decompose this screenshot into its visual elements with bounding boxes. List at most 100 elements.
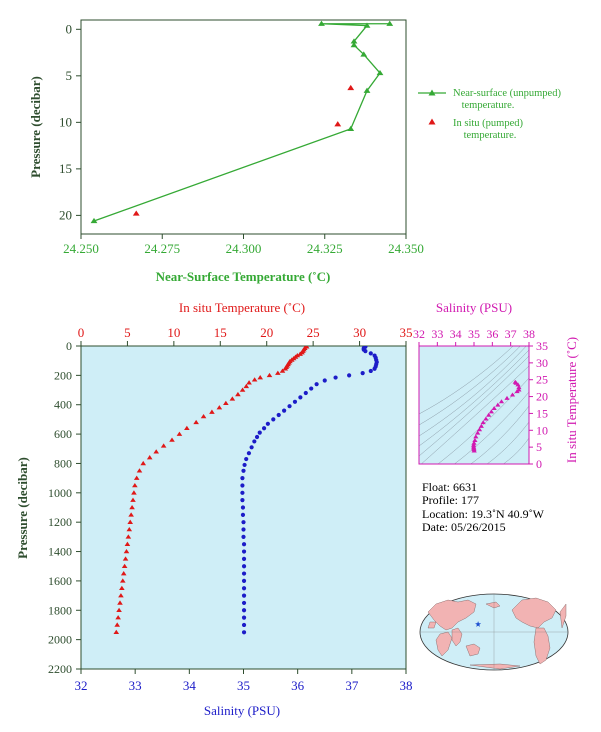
salinity-point xyxy=(303,390,308,396)
temperature-point xyxy=(146,455,153,460)
temperature-point xyxy=(122,556,129,561)
temperature-point xyxy=(229,396,236,401)
salinity-point xyxy=(249,445,254,450)
salinity-point xyxy=(244,456,249,462)
ts-point xyxy=(486,412,492,417)
date: Date: 05/26/2015 xyxy=(422,520,506,534)
ts-point xyxy=(472,438,478,443)
salinity-tick-label: 34 xyxy=(183,678,197,693)
salinity-point xyxy=(276,412,281,418)
ts-x-tick-label: 35 xyxy=(468,327,480,341)
near-surface-point xyxy=(363,87,371,93)
x-tick-label: 24.275 xyxy=(144,241,180,256)
pressure-tick-label: 1400 xyxy=(48,545,72,559)
pressure-axis-label: Pressure (decibar) xyxy=(15,457,30,559)
temperature-point xyxy=(133,475,140,480)
pressure-tick-label: 1000 xyxy=(48,486,72,500)
near-surface-plot-frame xyxy=(80,19,407,235)
salinity-tick-label: 37 xyxy=(345,678,359,693)
temperature-point xyxy=(216,405,223,410)
near-surface-point xyxy=(318,20,325,26)
near-surface-point xyxy=(376,69,384,76)
salinity-point xyxy=(271,417,276,422)
salinity-axis-label: Salinity (PSU) xyxy=(204,703,280,718)
salinity-axis-ticks: 32 33 34 35 36 37 38 xyxy=(75,669,413,693)
profile-chart: 0 5 10 15 20 25 30 35 32 33 34 35 36 37 38 0 200 400 600… xyxy=(15,300,413,718)
salinity-point xyxy=(257,430,262,435)
salinity-point xyxy=(282,408,287,413)
in-situ-point xyxy=(347,84,355,91)
salinity-point xyxy=(241,578,247,584)
salinity-point xyxy=(333,375,338,380)
y-tick-label: 20 xyxy=(59,207,72,222)
y-tick-label: 10 xyxy=(59,114,72,129)
salinity-point xyxy=(241,564,247,569)
temperature-point xyxy=(266,372,273,378)
temperature-point xyxy=(275,370,281,375)
salinity-point xyxy=(241,468,246,473)
ts-point xyxy=(471,448,477,453)
profile-series xyxy=(113,346,379,635)
temperature-point xyxy=(235,391,241,397)
temperature-point xyxy=(115,615,121,620)
ts-diagram: 32 33 34 35 36 37 38 0 5 10 15 20 25 30 35 Salinity (… xyxy=(413,300,579,471)
salinity-point xyxy=(240,505,246,510)
salinity-point xyxy=(314,382,319,387)
temperature-point xyxy=(282,366,289,371)
salinity-point xyxy=(254,434,260,440)
temperature-point xyxy=(209,409,215,414)
ts-y-tick-label: 15 xyxy=(536,406,548,420)
temperature-point xyxy=(121,563,128,568)
x-tick-label: 24.300 xyxy=(226,241,262,256)
ts-point xyxy=(504,395,510,400)
temperature-point xyxy=(140,460,147,466)
ts-y-tick-label: 20 xyxy=(536,390,548,404)
temperature-tick-label: 30 xyxy=(353,325,366,340)
temperature-point xyxy=(257,375,264,380)
near-surface-y-label: Pressure (decibar) xyxy=(28,76,43,178)
salinity-point xyxy=(287,404,292,409)
near-surface-line xyxy=(93,23,390,222)
salinity-tick-label: 33 xyxy=(129,678,142,693)
temperature-point xyxy=(153,449,160,454)
ts-x-tick-label: 37 xyxy=(505,327,517,341)
in-situ-point xyxy=(334,121,342,127)
salinity-point xyxy=(241,600,247,606)
ts-y-label: In situ Temperature (˚C) xyxy=(564,337,579,463)
salinity-point xyxy=(241,630,247,635)
temperature-point xyxy=(123,549,130,554)
ts-y-tick-label: 35 xyxy=(536,339,548,353)
ts-point xyxy=(476,427,483,432)
salinity-point xyxy=(368,351,373,356)
salinity-point xyxy=(240,498,245,503)
salinity-point xyxy=(241,556,247,561)
ts-point xyxy=(480,420,486,425)
legend-in-situ-marker xyxy=(428,118,436,125)
ts-point xyxy=(478,423,484,428)
near-surface-point xyxy=(360,51,368,57)
temperature-axis-ticks: 0 5 10 15 20 25 30 35 xyxy=(78,325,413,346)
salinity-point xyxy=(292,399,298,404)
temperature-point xyxy=(243,383,250,389)
temperature-tick-label: 5 xyxy=(124,325,131,340)
pressure-tick-label: 400 xyxy=(54,398,72,412)
ts-point xyxy=(488,409,495,414)
salinity-point xyxy=(240,476,245,481)
ts-x-tick-label: 32 xyxy=(413,327,425,341)
y-tick-label: 15 xyxy=(59,161,72,176)
ts-point xyxy=(483,416,489,421)
ts-point xyxy=(515,382,521,387)
near-surface-x-label: Near-Surface Temperature (˚C) xyxy=(156,269,331,284)
temperature-point xyxy=(116,607,122,613)
near-surface-legend: Near-surface (unpumped) temperature. In … xyxy=(418,88,561,141)
salinity-point xyxy=(252,439,257,444)
ts-point xyxy=(498,399,505,404)
ts-x-tick-label: 36 xyxy=(486,327,498,341)
float-id: Float: 6631 xyxy=(422,480,477,494)
temperature-point xyxy=(200,413,207,419)
y-tick-label: 5 xyxy=(66,68,73,83)
temperature-point xyxy=(297,351,303,356)
salinity-point xyxy=(241,615,247,620)
pressure-tick-label: 2000 xyxy=(48,633,72,647)
near-surface-y-ticks: 0 5 10 15 20 xyxy=(59,21,81,222)
